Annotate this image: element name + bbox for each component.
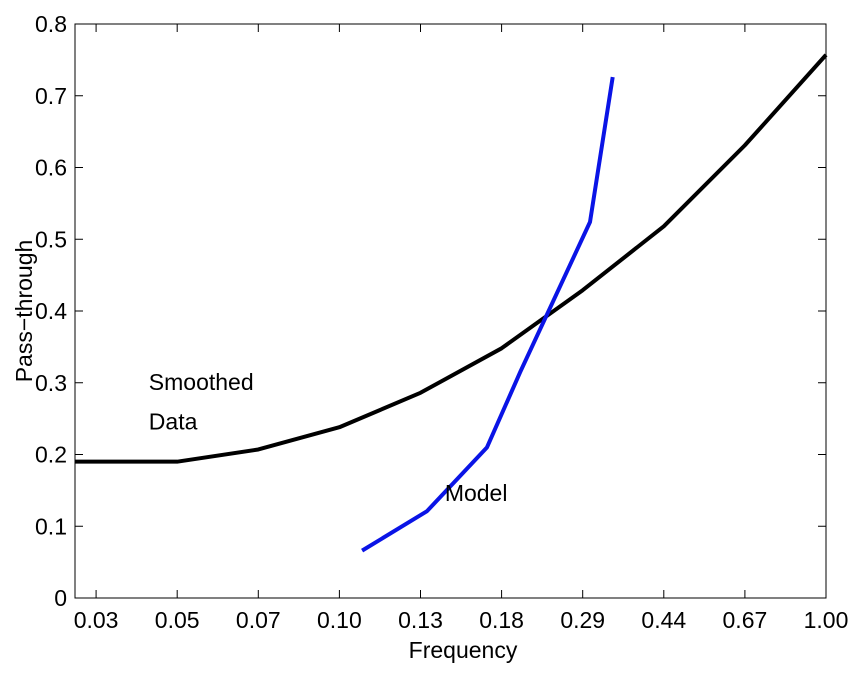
y-tick-label: 0.5 bbox=[35, 226, 67, 252]
series-line bbox=[361, 76, 615, 553]
x-tick-label: 0.13 bbox=[398, 607, 443, 633]
x-tick-label: 0.03 bbox=[74, 607, 119, 633]
x-tick-label: 0.44 bbox=[641, 607, 686, 633]
x-tick-label: 0.18 bbox=[479, 607, 524, 633]
y-tick-label: 0.1 bbox=[35, 513, 67, 539]
series-line bbox=[75, 53, 828, 464]
x-tick-label: 0.05 bbox=[155, 607, 200, 633]
y-tick-label: 0.8 bbox=[35, 11, 67, 37]
x-tick-label: 0.67 bbox=[723, 607, 768, 633]
y-tick-label: 0.2 bbox=[35, 442, 67, 468]
y-axis-label: Pass−through bbox=[11, 240, 37, 383]
y-tick-label: 0 bbox=[54, 585, 67, 611]
x-axis-label: Frequency bbox=[409, 637, 518, 663]
x-tick-label: 0.29 bbox=[560, 607, 605, 633]
y-tick-label: 0.6 bbox=[35, 155, 67, 181]
annotation: Model bbox=[445, 480, 508, 506]
y-tick-label: 0.4 bbox=[35, 298, 67, 324]
y-tick-label: 0.7 bbox=[35, 83, 67, 109]
x-tick-label: 0.07 bbox=[236, 607, 281, 633]
y-tick-label: 0.3 bbox=[35, 370, 67, 396]
x-tick-label: 1.00 bbox=[804, 607, 849, 633]
annotation: Smoothed bbox=[149, 369, 254, 395]
x-tick-label: 0.10 bbox=[317, 607, 362, 633]
plot-frame bbox=[74, 23, 827, 599]
annotation: Data bbox=[149, 408, 198, 434]
